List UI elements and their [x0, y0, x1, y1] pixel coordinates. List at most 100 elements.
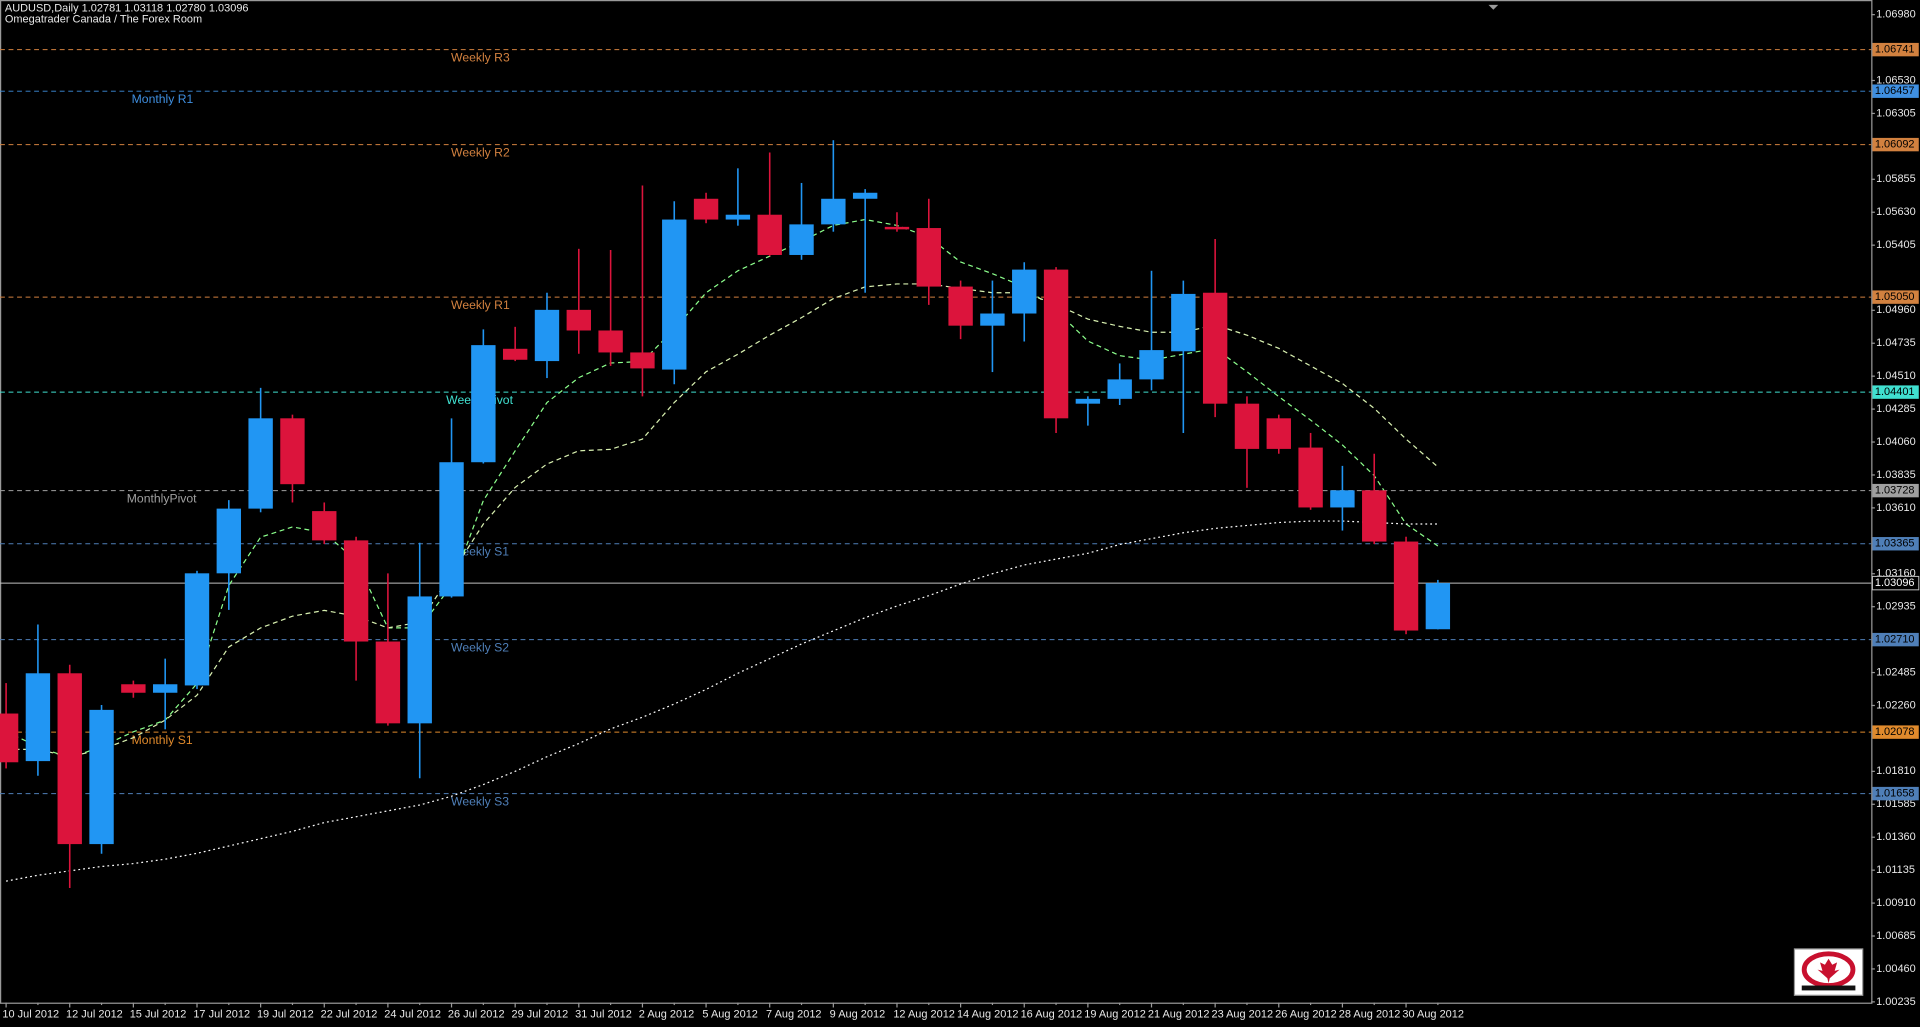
level-label: Weekly S2	[451, 640, 509, 654]
level-label: Weekly S1	[451, 545, 509, 559]
candle-body	[534, 309, 560, 362]
candle-body	[916, 228, 941, 287]
chart-subtitle: Omegatrader Canada / The Forex Room	[5, 13, 202, 25]
x-tick-label: 12 Aug 2012	[893, 1009, 955, 1021]
level-price-label: 1.06741	[1875, 44, 1915, 56]
level-price-box	[1872, 537, 1919, 551]
candle-body	[1362, 490, 1387, 542]
candle-body	[184, 573, 210, 686]
candle-body	[57, 673, 82, 845]
x-tick-label: 19 Jul 2012	[257, 1009, 314, 1021]
candle-body	[884, 226, 910, 230]
y-tick-label: 1.03835	[1876, 469, 1916, 481]
candle-body	[1266, 418, 1291, 449]
level-price-box	[1871, 575, 1920, 591]
level-price-box	[1872, 632, 1919, 647]
level-label: MonthlyPivot	[127, 491, 197, 505]
candle-body	[693, 198, 719, 220]
candle-body	[980, 313, 1005, 326]
y-tick-label: 1.03610	[1876, 502, 1916, 514]
y-tick-label: 1.05855	[1876, 173, 1916, 185]
level-price-label: 1.04401	[1875, 386, 1915, 398]
candle-body	[566, 309, 591, 331]
y-tick-label: 1.00460	[1876, 963, 1916, 975]
level-label: Weekly R1	[451, 298, 510, 312]
x-tick-label: 21 Aug 2012	[1148, 1009, 1210, 1021]
y-tick-label: 1.01585	[1876, 798, 1916, 810]
candle-body	[630, 352, 655, 369]
candle-body	[89, 709, 114, 845]
candle-body	[1012, 269, 1037, 314]
candle-body	[1075, 398, 1101, 404]
candle-body	[121, 684, 146, 693]
x-tick-label: 9 Aug 2012	[830, 1009, 886, 1021]
y-tick-label: 1.01810	[1876, 765, 1916, 777]
candle-body	[757, 214, 782, 255]
y-tick-label: 1.05405	[1876, 239, 1916, 251]
candle-body	[1298, 447, 1323, 508]
x-tick-label: 22 Jul 2012	[321, 1009, 378, 1021]
candle-body	[1043, 269, 1069, 419]
y-tick-label: 1.04960	[1876, 304, 1916, 316]
candle-body	[1330, 490, 1355, 508]
level-price-label: 1.03728	[1875, 485, 1915, 497]
shift-marker	[1488, 4, 1499, 10]
x-tick-label: 24 Jul 2012	[384, 1009, 441, 1021]
x-tick-label: 14 Aug 2012	[957, 1009, 1019, 1021]
candle-body	[1107, 379, 1132, 399]
x-tick-label: 7 Aug 2012	[766, 1009, 822, 1021]
x-tick-label: 28 Aug 2012	[1339, 1009, 1401, 1021]
level-label: Monthly R1	[132, 92, 194, 106]
level-price-box	[1872, 137, 1919, 152]
x-tick-label: 17 Jul 2012	[193, 1009, 250, 1021]
candle-body	[216, 508, 242, 574]
candle-body	[789, 224, 814, 255]
level-price-box	[1872, 725, 1919, 739]
y-tick-label: 1.06530	[1876, 74, 1916, 86]
x-tick-label: 29 Jul 2012	[512, 1009, 569, 1021]
level-price-label: 1.02710	[1875, 634, 1915, 646]
logo-base	[1801, 985, 1856, 991]
y-tick-label: 1.02935	[1876, 601, 1916, 613]
candle-body	[280, 418, 305, 485]
candle-body	[948, 286, 973, 326]
candle-body	[1234, 403, 1260, 449]
candle-body	[852, 192, 878, 199]
level-price-label: 1.02078	[1875, 726, 1915, 738]
candle-body	[1393, 541, 1419, 631]
candle-body	[152, 684, 178, 693]
candle-body	[248, 418, 273, 509]
x-tick-label: 19 Aug 2012	[1084, 1009, 1146, 1021]
candle-body	[25, 673, 51, 762]
level-price-box	[1872, 483, 1919, 498]
level-label: Weekly R2	[451, 145, 510, 159]
chart-title: AUDUSD,Daily 1.02781 1.03118 1.02780 1.0…	[5, 2, 249, 14]
candle-body	[1139, 350, 1164, 380]
y-tick-label: 1.04735	[1876, 337, 1916, 349]
candle-body	[0, 713, 19, 763]
candle-body	[375, 641, 401, 724]
y-tick-label: 1.06305	[1876, 107, 1916, 119]
y-tick-label: 1.01135	[1876, 864, 1915, 876]
level-price-label: 1.03365	[1875, 538, 1915, 550]
level-label: Weekly S3	[451, 794, 509, 808]
candle-body	[343, 540, 369, 642]
y-tick-label: 1.04285	[1876, 403, 1916, 415]
x-tick-label: 16 Aug 2012	[1021, 1009, 1083, 1021]
y-tick-label: 1.04510	[1876, 370, 1916, 382]
y-tick-label: 1.01360	[1876, 831, 1916, 843]
level-price-box	[1872, 84, 1919, 98]
level-price-label: 1.03096	[1875, 577, 1915, 589]
candle-body	[598, 330, 623, 353]
candle-body	[821, 198, 846, 225]
y-tick-label: 1.02260	[1876, 699, 1916, 711]
level-price-box	[1872, 385, 1919, 399]
x-tick-label: 2 Aug 2012	[639, 1009, 695, 1021]
moving-average-line	[5, 218, 1439, 759]
x-tick-label: 26 Aug 2012	[1275, 1009, 1337, 1021]
x-tick-label: 23 Aug 2012	[1211, 1009, 1273, 1021]
x-tick-label: 30 Aug 2012	[1402, 1009, 1464, 1021]
